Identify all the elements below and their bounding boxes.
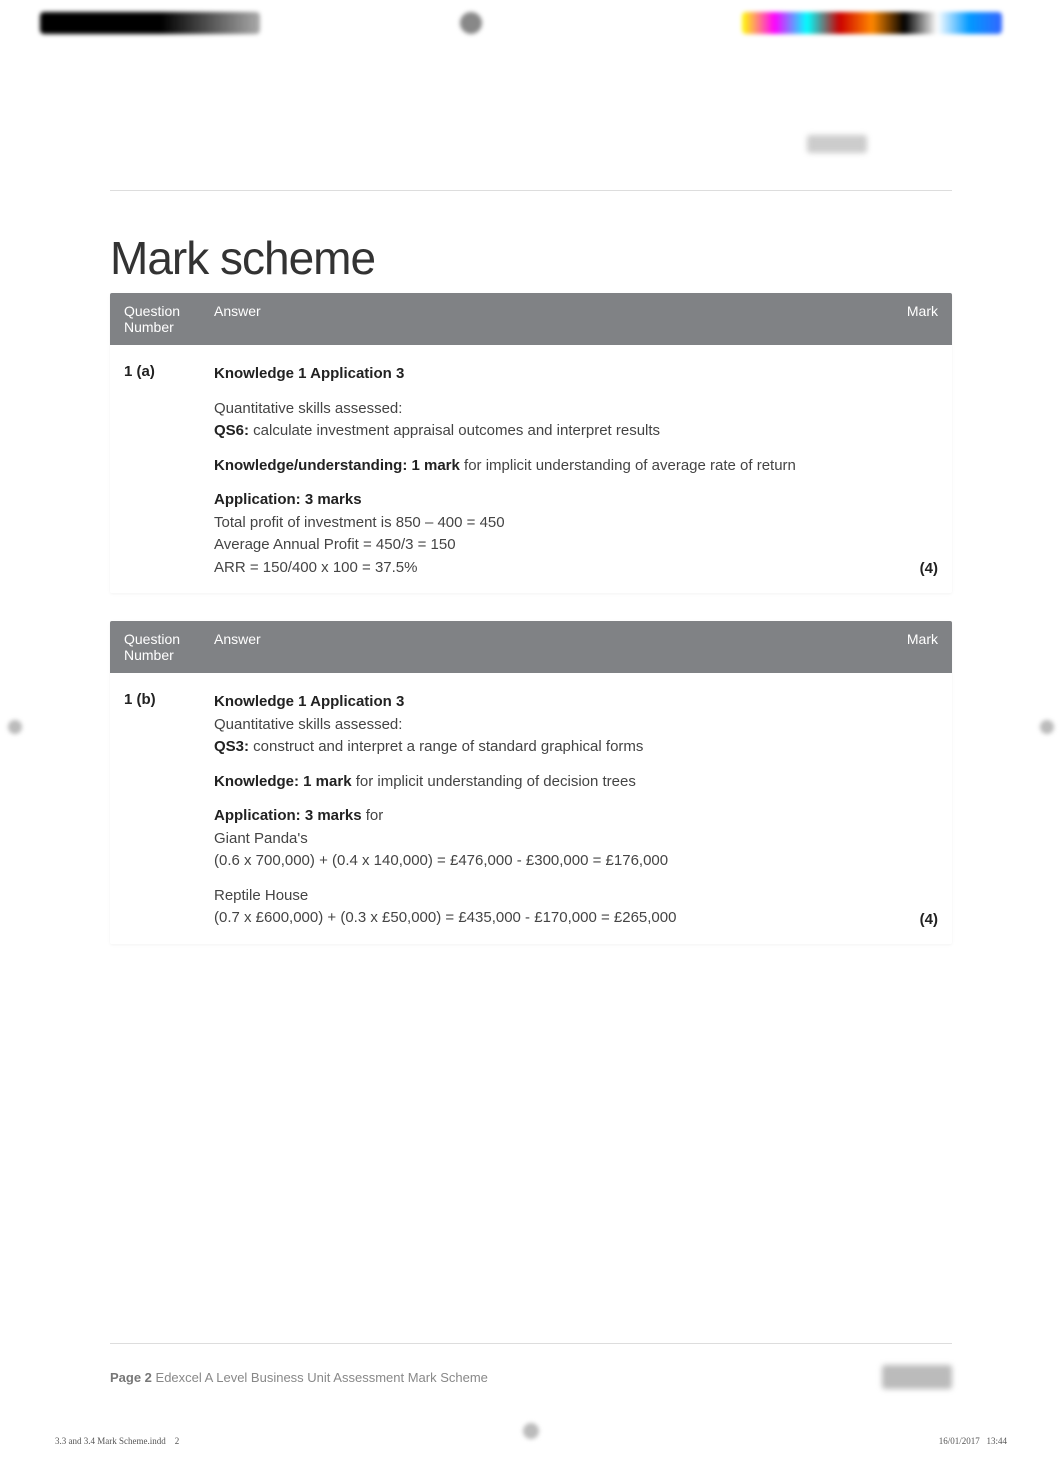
header-mark: Mark [878,631,938,663]
top-divider [110,190,952,191]
application-block-gp: Application: 3 marks for Giant Panda's (… [214,805,878,873]
application-block: Application: 3 marks Total profit of inv… [214,489,878,579]
knowledge-text: for implicit understanding of average ra… [460,457,796,474]
header-answer: Answer [214,631,878,663]
page-number: Page 2 [110,1370,152,1385]
print-date: 16/01/2017 [939,1436,980,1446]
side-registration-right [1040,720,1054,734]
mark-value: (4) [878,560,938,579]
application-block-rh: Reptile House (0.7 x £600,000) + (0.3 x … [214,885,878,930]
calc-line-1: Total profit of investment is 850 – 400 … [214,514,505,531]
print-timestamp: 16/01/2017 13:44 [939,1436,1007,1446]
registration-mark-left [40,12,260,34]
knowledge-label: Knowledge/understanding: 1 mark [214,457,460,474]
table-body: 1 (a) Knowledge 1 Application 3 Quantita… [110,345,952,593]
footer-text: Page 2 Edexcel A Level Business Unit Ass… [110,1370,488,1385]
print-time: 13:44 [986,1436,1007,1446]
knowledge-label: Knowledge: 1 mark [214,773,352,790]
header-question-number: Question Number [124,303,214,335]
qs-label: QS3: [214,738,249,755]
page-footer: Page 2 Edexcel A Level Business Unit Ass… [110,1365,952,1389]
question-number: 1 (a) [124,363,214,579]
print-filename: 3.3 and 3.4 Mark Scheme.indd [55,1436,166,1446]
print-registration-bar [0,0,1062,60]
table-body: 1 (b) Knowledge 1 Application 3 Quantita… [110,673,952,944]
giant-panda-calc: (0.6 x 700,000) + (0.4 x 140,000) = £476… [214,852,668,869]
mark-value: (4) [878,911,938,930]
skills-label: Quantitative skills assessed: [214,400,402,417]
application-label: Application: 3 marks [214,807,362,824]
content-area: Mark scheme Question Number Answer Mark … [0,60,1062,944]
answer-content: Knowledge 1 Application 3 Quantitative s… [214,691,878,930]
knowledge-text: for implicit understanding of decision t… [352,773,636,790]
qs-text: calculate investment appraisal outcomes … [249,422,660,439]
calc-line-3: ARR = 150/400 x 100 = 37.5% [214,559,417,576]
reptile-house-label: Reptile House [214,887,308,904]
question-table-1a: Question Number Answer Mark 1 (a) Knowle… [110,293,952,593]
question-number: 1 (b) [124,691,214,930]
application-label: Application: 3 marks [214,491,362,508]
answer-heading: Knowledge 1 Application 3 [214,693,404,710]
question-table-1b: Question Number Answer Mark 1 (b) Knowle… [110,621,952,944]
heading-block: Knowledge 1 Application 3 Quantitative s… [214,691,878,759]
table-header: Question Number Answer Mark [110,293,952,345]
table-header: Question Number Answer Mark [110,621,952,673]
giant-panda-label: Giant Panda's [214,830,308,847]
document-page: Mark scheme Question Number Answer Mark … [0,0,1062,1464]
answer-heading: Knowledge 1 Application 3 [214,363,878,386]
level-tag [807,135,867,153]
header-question-number: Question Number [124,631,214,663]
registration-mark-center [460,12,482,34]
qs-text: construct and interpret a range of stand… [249,738,643,755]
reptile-house-calc: (0.7 x £600,000) + (0.3 x £50,000) = £43… [214,909,676,926]
header-mark: Mark [878,303,938,335]
answer-content: Knowledge 1 Application 3 Quantitative s… [214,363,878,579]
print-metadata: 3.3 and 3.4 Mark Scheme.indd 2 16/01/201… [55,1436,1007,1446]
publisher-logo [882,1365,952,1389]
qs-label: QS6: [214,422,249,439]
calc-line-2: Average Annual Profit = 450/3 = 150 [214,536,456,553]
footer-divider [110,1343,952,1344]
application-for: for [362,807,384,824]
header-answer: Answer [214,303,878,335]
side-registration-left [8,720,22,734]
knowledge-block: Knowledge/understanding: 1 mark for impl… [214,455,878,478]
page-title: Mark scheme [110,231,952,285]
knowledge-block: Knowledge: 1 mark for implicit understan… [214,771,878,794]
print-file-info: 3.3 and 3.4 Mark Scheme.indd 2 [55,1436,179,1446]
footer-doc-title: Edexcel A Level Business Unit Assessment… [152,1370,488,1385]
print-page: 2 [175,1436,180,1446]
skills-block: Quantitative skills assessed: QS6: calcu… [214,398,878,443]
skills-label: Quantitative skills assessed: [214,716,402,733]
color-calibration-strip [742,12,1002,34]
